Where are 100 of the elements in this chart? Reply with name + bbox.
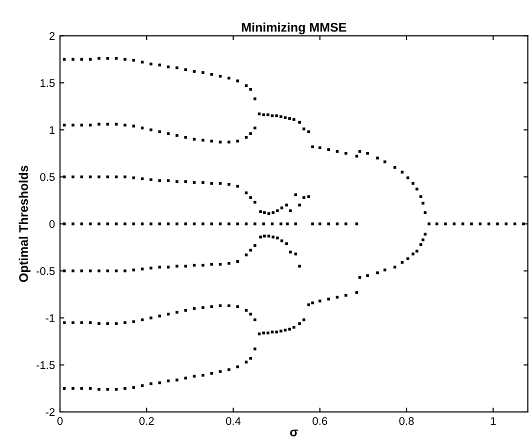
point xyxy=(88,270,92,272)
point xyxy=(72,270,74,272)
point xyxy=(298,204,301,206)
point xyxy=(249,356,252,360)
point xyxy=(210,72,213,76)
point xyxy=(298,264,301,268)
point xyxy=(355,222,358,226)
point xyxy=(202,138,204,142)
point xyxy=(412,182,414,185)
point xyxy=(318,146,322,150)
point xyxy=(228,76,230,80)
point xyxy=(504,222,508,226)
point xyxy=(72,175,74,178)
point xyxy=(176,180,178,183)
point xyxy=(280,206,284,210)
y-tick-label: 0.5 xyxy=(40,173,55,181)
point xyxy=(266,113,270,116)
point xyxy=(298,322,301,325)
y-tick-label: 2 xyxy=(50,32,55,40)
point xyxy=(286,222,289,226)
point xyxy=(114,388,118,391)
point xyxy=(249,196,252,199)
x-tick-label: 0.4 xyxy=(226,417,241,425)
point xyxy=(140,222,144,226)
y-tick-label: -0.5 xyxy=(36,267,55,276)
point xyxy=(478,222,482,226)
point xyxy=(254,97,256,100)
point xyxy=(202,264,204,267)
point xyxy=(416,188,418,190)
point xyxy=(302,196,306,199)
point xyxy=(318,222,322,226)
point xyxy=(132,124,136,128)
point xyxy=(140,268,144,270)
point xyxy=(114,322,118,325)
x-tick-label: 0.8 xyxy=(399,417,414,425)
point xyxy=(124,124,126,127)
point xyxy=(327,148,330,151)
point xyxy=(228,304,230,308)
point xyxy=(327,298,330,300)
point xyxy=(244,360,248,364)
point xyxy=(272,236,275,238)
point xyxy=(254,348,256,350)
point xyxy=(254,244,256,247)
x-tick-label: 0.6 xyxy=(312,417,328,425)
point xyxy=(166,266,170,269)
x-axis-title: σ xyxy=(290,430,298,436)
point xyxy=(218,182,222,185)
point xyxy=(124,222,126,226)
point xyxy=(184,180,188,183)
point xyxy=(270,330,274,334)
point xyxy=(98,322,100,325)
point xyxy=(262,113,265,116)
x-tick-label: 0.2 xyxy=(139,417,154,425)
point xyxy=(452,222,456,226)
point xyxy=(114,222,118,226)
point xyxy=(98,175,100,178)
point xyxy=(336,150,339,153)
point xyxy=(210,372,213,375)
point xyxy=(124,58,126,61)
point xyxy=(132,268,136,272)
point xyxy=(218,370,222,373)
point xyxy=(88,222,92,226)
point xyxy=(249,312,252,316)
point xyxy=(150,62,152,66)
point xyxy=(184,376,188,380)
point xyxy=(88,321,92,324)
point xyxy=(202,71,204,74)
point xyxy=(259,210,262,214)
point xyxy=(192,181,196,184)
point xyxy=(192,70,196,73)
point xyxy=(202,374,204,377)
point xyxy=(366,274,369,277)
point xyxy=(210,305,213,308)
point xyxy=(336,222,339,226)
point xyxy=(358,276,362,279)
point xyxy=(318,300,322,302)
point xyxy=(383,268,386,272)
point xyxy=(288,328,291,331)
point xyxy=(184,264,188,268)
point xyxy=(210,222,213,226)
point xyxy=(236,184,239,188)
point xyxy=(236,305,239,308)
point xyxy=(166,179,170,182)
point xyxy=(302,128,306,130)
point xyxy=(400,261,404,264)
point xyxy=(355,291,358,294)
point xyxy=(124,387,126,390)
point xyxy=(249,132,252,135)
point xyxy=(298,120,301,124)
point xyxy=(72,58,74,61)
point xyxy=(236,80,239,82)
point xyxy=(80,124,84,127)
point xyxy=(424,211,427,214)
point xyxy=(184,222,188,226)
point xyxy=(236,222,239,226)
y-tick-label: -2 xyxy=(46,408,55,416)
point xyxy=(444,222,447,226)
point xyxy=(263,234,266,238)
point xyxy=(294,222,298,226)
point xyxy=(132,222,136,226)
